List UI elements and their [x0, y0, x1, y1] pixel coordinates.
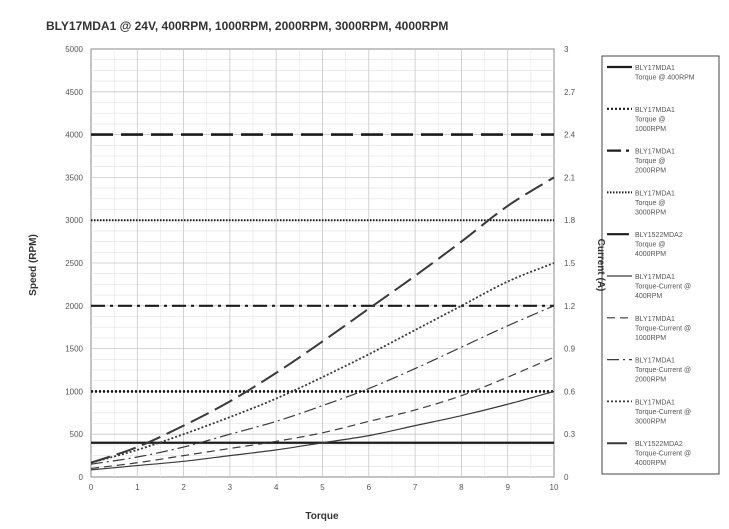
legend: BLY17MDA1 Torque @ 400RPM BLY17MDA1 Torque … [601, 55, 720, 475]
legend-label-8: Torque-Current @ [635, 367, 691, 374]
x-tick-label: 7 [413, 483, 418, 492]
x-tick-label: 9 [505, 483, 510, 492]
chart-title: BLY17MDA1 @ 24V, 400RPM, 1000RPM, 2000RP… [46, 19, 448, 33]
series-line-6 [90, 390, 555, 471]
y-tick-label: 500 [70, 430, 84, 439]
legend-label-3: Torque @ [635, 158, 665, 165]
x-tick-label: 3 [228, 483, 233, 492]
axes: 0 1 2 3 4 5 6 7 8 9 100500100015002000250030003500… [65, 45, 575, 492]
x-tick-label: 1 [135, 483, 140, 492]
y2-tick-label: 0.3 [564, 430, 576, 439]
legend-label-9: Torque-Current @ [635, 409, 691, 416]
x-tick-label: 0 [89, 483, 94, 492]
grid [90, 48, 555, 478]
y2-axis-label: Current (A) [595, 239, 606, 292]
y2-tick-label: 2.7 [564, 88, 576, 97]
y2-tick-label: 0.9 [564, 345, 576, 354]
legend-label-10: BLY1522MDA2 [635, 441, 683, 448]
y-tick-label: 5000 [65, 45, 83, 54]
legend-label-8: BLY17MDA1 [635, 358, 675, 365]
x-tick-label: 8 [459, 483, 464, 492]
series-line-8 [90, 305, 555, 465]
x-tick-label: 2 [181, 483, 186, 492]
legend-label-3: BLY17MDA1 [635, 149, 675, 156]
y2-tick-label: 0 [564, 473, 569, 482]
x-tick-label: 4 [274, 483, 279, 492]
y2-tick-label: 1.2 [564, 302, 576, 311]
legend-label-6: BLY17MDA1 [635, 274, 675, 281]
x-axis-label: Torque [305, 511, 339, 522]
legend-label-5: 4000RPM [635, 251, 666, 258]
legend-label-4: 3000RPM [635, 209, 666, 216]
y2-tick-label: 1.5 [564, 259, 576, 268]
y-tick-label: 3000 [65, 216, 83, 225]
legend-label-7: Torque-Current @ [635, 325, 691, 332]
legend-label-7: BLY17MDA1 [635, 316, 675, 323]
legend-label-4: BLY17MDA1 [635, 190, 675, 197]
legend-label-5: Torque @ [635, 242, 665, 249]
x-tick-label: 6 [367, 483, 372, 492]
series-line-7 [90, 356, 555, 470]
y-tick-label: 2500 [65, 259, 83, 268]
legend-label-4: Torque @ [635, 200, 665, 207]
y-tick-label: 2000 [65, 302, 83, 311]
y-axis-label: Speed (RPM) [28, 234, 39, 296]
x-tick-label: 5 [320, 483, 325, 492]
legend-label-5: BLY1522MDA2 [635, 232, 683, 239]
y2-tick-label: 2.1 [564, 173, 576, 182]
y2-tick-label: 3 [564, 45, 569, 54]
y2-tick-label: 1.8 [564, 216, 576, 225]
legend-label-3: 2000RPM [635, 168, 666, 175]
legend-label-6: Torque-Current @ [635, 284, 691, 291]
legend-label-9: 3000RPM [635, 418, 666, 425]
legend-label-9: BLY17MDA1 [635, 399, 675, 406]
series-line-10 [90, 176, 555, 464]
y-tick-label: 0 [79, 473, 84, 482]
y2-tick-label: 2.4 [564, 131, 576, 140]
y-tick-label: 1500 [65, 345, 83, 354]
y-tick-label: 4000 [65, 131, 83, 140]
legend-label-1: Torque @ 400RPM [635, 75, 695, 82]
legend-label-2: 1000RPM [635, 126, 666, 133]
x-tick-label: 10 [550, 483, 559, 492]
legend-label-10: 4000RPM [635, 460, 666, 467]
legend-box [601, 55, 720, 475]
legend-label-7: 1000RPM [635, 335, 666, 342]
legend-label-6: 400RPM [635, 293, 662, 300]
legend-label-10: Torque-Current @ [635, 451, 691, 458]
legend-label-2: Torque @ [635, 116, 665, 123]
y-tick-label: 1000 [65, 387, 83, 396]
series-layer [90, 133, 555, 471]
y-tick-label: 4500 [65, 88, 83, 97]
y-tick-label: 3500 [65, 173, 83, 182]
legend-label-2: BLY17MDA1 [635, 107, 675, 114]
y2-tick-label: 0.6 [564, 387, 576, 396]
legend-label-1: BLY17MDA1 [635, 65, 675, 72]
legend-label-8: 2000RPM [635, 377, 666, 384]
